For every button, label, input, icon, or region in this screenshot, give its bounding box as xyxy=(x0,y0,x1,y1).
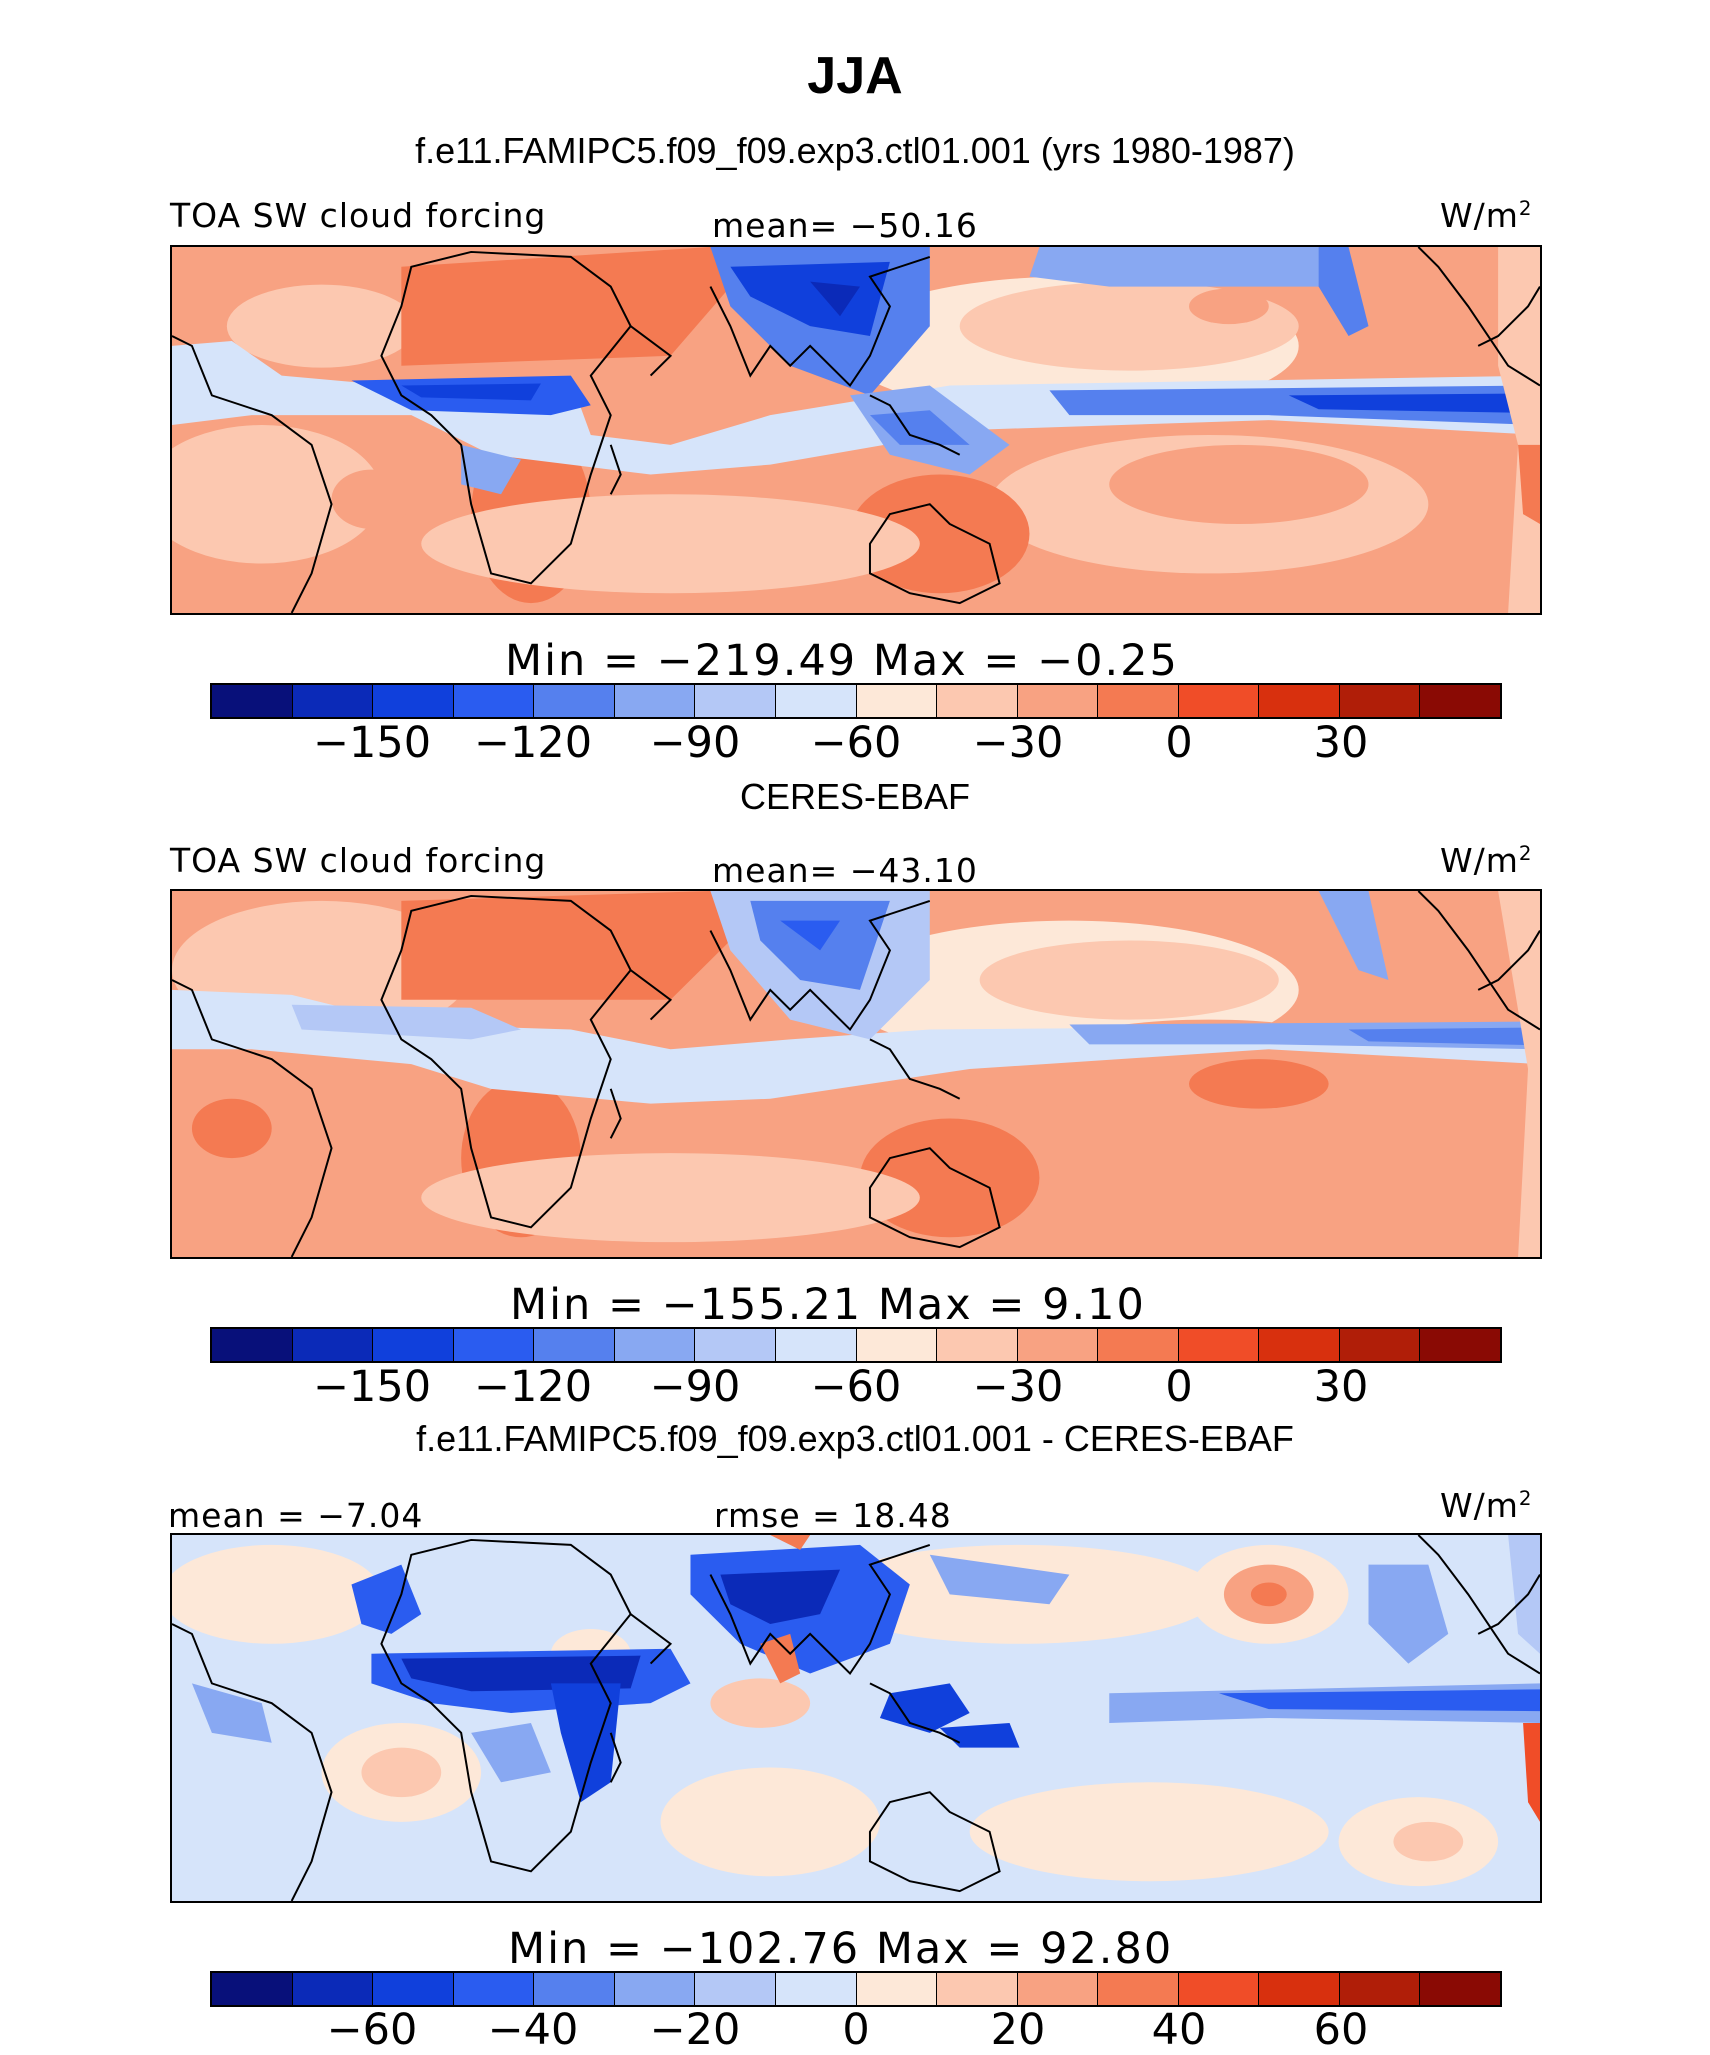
panel2-map xyxy=(170,889,1542,1259)
colorbar-swatch xyxy=(373,685,454,717)
colorbar-swatch xyxy=(937,1329,1018,1361)
panel1-tick: −60 xyxy=(810,718,902,768)
colorbar-swatch xyxy=(453,1973,535,2005)
panel3-rmse-label: rmse = 18.48 xyxy=(714,1496,952,1535)
colorbar-swatch xyxy=(937,1973,1018,2005)
panel3-tick: −40 xyxy=(487,2005,579,2055)
panel1-tick: 30 xyxy=(1313,718,1369,768)
panel1-heading: f.e11.FAMIPC5.f09_f09.exp3.ctl01.001 (yr… xyxy=(415,130,1295,171)
colorbar-swatch xyxy=(373,1973,454,2005)
colorbar-swatch xyxy=(292,685,374,717)
colorbar-swatch xyxy=(1017,685,1099,717)
panel1-tick: −120 xyxy=(473,718,593,768)
panel2-minmax: Min = −155.21 Max = 9.10 xyxy=(510,1280,1146,1330)
panel3-tick: −20 xyxy=(649,2005,741,2055)
colorbar-swatch xyxy=(1098,1329,1179,1361)
colorbar-swatch xyxy=(937,685,1018,717)
panel2-tick: 30 xyxy=(1313,1362,1369,1412)
colorbar-swatch xyxy=(1339,1329,1421,1361)
colorbar-swatch xyxy=(373,1329,454,1361)
colorbar-swatch xyxy=(856,1329,938,1361)
panel2-heading: CERES-EBAF xyxy=(739,776,971,817)
colorbar-swatch xyxy=(1339,685,1421,717)
colorbar-swatch xyxy=(534,1329,615,1361)
panel1-minmax: Min = −219.49 Max = −0.25 xyxy=(505,636,1179,686)
colorbar-swatch xyxy=(1098,685,1179,717)
panel3-units: W/m2 xyxy=(1440,1486,1533,1525)
colorbar-swatch xyxy=(856,1973,938,2005)
panel3-tick: −60 xyxy=(326,2005,418,2055)
colorbar-swatch xyxy=(614,685,696,717)
colorbar-swatch xyxy=(775,685,857,717)
panel3-tick: 40 xyxy=(1151,2005,1207,2055)
colorbar-swatch xyxy=(775,1973,857,2005)
colorbar-swatch xyxy=(1178,1973,1260,2005)
panel1-left-label: TOA SW cloud forcing xyxy=(170,196,547,235)
panel2-tick: 0 xyxy=(1165,1362,1193,1412)
colorbar-swatch xyxy=(212,1973,293,2005)
panel2-tick: −120 xyxy=(473,1362,593,1412)
panel2-left-label: TOA SW cloud forcing xyxy=(170,841,547,880)
panel1-units: W/m2 xyxy=(1440,196,1533,235)
panel2-tick: −60 xyxy=(810,1362,902,1412)
colorbar-swatch xyxy=(614,1329,696,1361)
colorbar-swatch xyxy=(1178,1329,1260,1361)
colorbar-swatch xyxy=(695,1329,776,1361)
colorbar-swatch xyxy=(1017,1973,1099,2005)
panel2-colorbar xyxy=(210,1327,1502,1363)
panel1-tick: −90 xyxy=(649,718,741,768)
colorbar-swatch xyxy=(775,1329,857,1361)
colorbar-swatch xyxy=(1420,1973,1500,2005)
panel3-tick: 20 xyxy=(990,2005,1046,2055)
panel1-tick: 0 xyxy=(1165,718,1193,768)
colorbar-swatch xyxy=(1017,1329,1099,1361)
panel3-tick: 60 xyxy=(1313,2005,1369,2055)
colorbar-swatch xyxy=(453,1329,535,1361)
colorbar-swatch xyxy=(695,685,776,717)
panel3-heading: f.e11.FAMIPC5.f09_f09.exp3.ctl01.001 - C… xyxy=(416,1418,1294,1459)
colorbar-swatch xyxy=(1420,685,1500,717)
colorbar-swatch xyxy=(292,1973,374,2005)
panel1-tick: −30 xyxy=(972,718,1064,768)
panel3-minmax: Min = −102.76 Max = 92.80 xyxy=(508,1924,1174,1974)
colorbar-swatch xyxy=(695,1973,776,2005)
colorbar-swatch xyxy=(1259,685,1340,717)
panel2-tick: −90 xyxy=(649,1362,741,1412)
colorbar-swatch xyxy=(453,685,535,717)
panel2-units: W/m2 xyxy=(1440,841,1533,880)
colorbar-swatch xyxy=(534,685,615,717)
colorbar-swatch xyxy=(292,1329,374,1361)
panel1-map xyxy=(170,245,1542,615)
panel3-colorbar xyxy=(210,1971,1502,2007)
panel3-mean-label: mean = −7.04 xyxy=(168,1496,424,1535)
figure-title: JJA xyxy=(807,47,903,105)
panel1-mean-label: mean= −50.16 xyxy=(712,206,978,245)
colorbar-swatch xyxy=(1098,1973,1179,2005)
panel2-tick: −30 xyxy=(972,1362,1064,1412)
colorbar-swatch xyxy=(1339,1973,1421,2005)
panel1-tick: −150 xyxy=(312,718,432,768)
panel1-colorbar xyxy=(210,683,1502,719)
colorbar-swatch xyxy=(1420,1329,1500,1361)
colorbar-swatch xyxy=(614,1973,696,2005)
panel2-tick: −150 xyxy=(312,1362,432,1412)
panel3-tick: 0 xyxy=(842,2005,870,2055)
panel2-mean-label: mean= −43.10 xyxy=(712,851,978,890)
colorbar-swatch xyxy=(856,685,938,717)
colorbar-swatch xyxy=(212,1329,293,1361)
colorbar-swatch xyxy=(1178,685,1260,717)
colorbar-swatch xyxy=(534,1973,615,2005)
panel3-map xyxy=(170,1533,1542,1903)
colorbar-swatch xyxy=(212,685,293,717)
colorbar-swatch xyxy=(1259,1973,1340,2005)
colorbar-swatch xyxy=(1259,1329,1340,1361)
